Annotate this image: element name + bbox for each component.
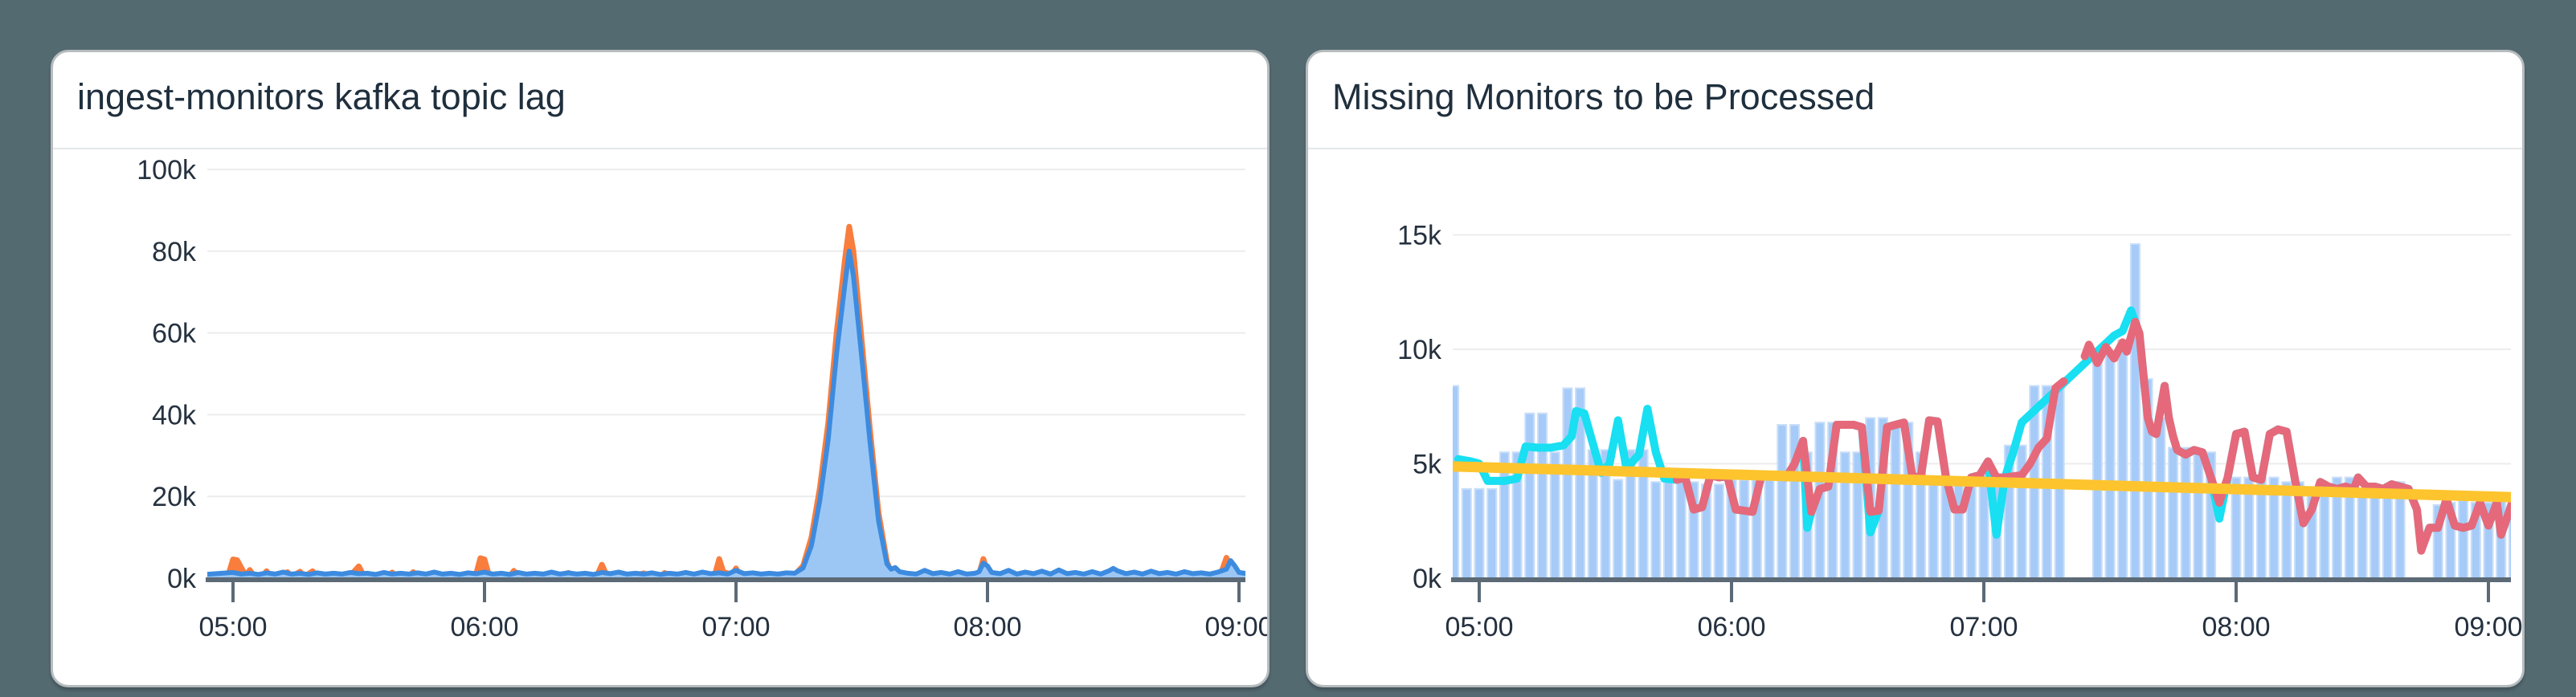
x-tick-label: 07:00: [701, 612, 770, 642]
y-tick-label: 40k: [152, 400, 197, 430]
gridlines: [1453, 234, 2511, 465]
x-tick-label: 06:00: [1697, 612, 1765, 642]
panel-header-separator: [53, 148, 1267, 149]
y-tick-label: 100k: [137, 155, 197, 185]
series-blue-area: [207, 248, 1245, 578]
panel-header-separator: [1308, 148, 2522, 149]
chart-canvas-kafka-lag[interactable]: 05:00 06:00 07:00 08:00 09:00 0k 20k 40k 60k 80k 1…: [53, 52, 1267, 685]
y-tick-label: 60k: [152, 319, 197, 349]
series-yellow-trend-line: [1453, 461, 2511, 503]
y-tick-label: 20k: [152, 482, 197, 512]
x-tick-label: 07:00: [1949, 612, 2018, 642]
panel-title[interactable]: Missing Monitors to be Processed: [1332, 76, 1875, 117]
y-tick-label: 10k: [1397, 335, 1442, 365]
x-tick-label: 09:00: [1204, 612, 1270, 642]
y-tick-label: 15k: [1397, 221, 1442, 251]
x-tick-label: 06:00: [450, 612, 518, 642]
x-tick-label: 09:00: [2454, 612, 2522, 642]
axis-labels: 05:00 06:00 07:00 08:00 09:00 0k 20k 40k 60k 80k 1…: [137, 155, 1270, 642]
x-axis: [1451, 577, 2511, 602]
y-tick-label: 0k: [1413, 564, 1442, 594]
y-tick-label: 80k: [152, 237, 197, 267]
x-tick-label: 08:00: [953, 612, 1021, 642]
y-tick-label: 0k: [167, 564, 197, 594]
chart-canvas-missing-monitors[interactable]: 05:00 06:00 07:00 08:00 09:00 0k 5k 10k 15k: [1308, 52, 2522, 685]
series-bars: [1453, 243, 2511, 580]
series-orange-area: [207, 223, 1245, 580]
axis-labels: 05:00 06:00 07:00 08:00 09:00 0k 5k 10k 15k: [1397, 221, 2522, 643]
panel-title[interactable]: ingest-monitors kafka topic lag: [77, 76, 566, 117]
panel-kafka-topic-lag: ingest-monitors kafka topic lag 05:00 06:…: [51, 50, 1270, 687]
x-tick-label: 05:00: [198, 612, 267, 642]
x-axis: [206, 577, 1245, 602]
x-tick-label: 05:00: [1445, 612, 1513, 642]
y-tick-label: 5k: [1413, 450, 1442, 480]
x-tick-label: 08:00: [2202, 612, 2270, 642]
panel-missing-monitors: Missing Monitors to be Processed 05:00 06…: [1306, 50, 2525, 687]
gridlines: [207, 169, 1245, 498]
